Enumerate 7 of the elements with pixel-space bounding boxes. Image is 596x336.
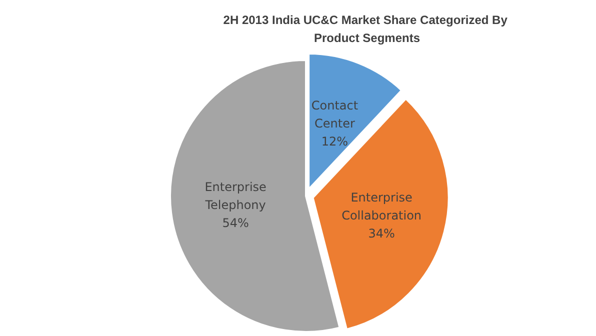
slice-label: Enterprise Telephony [204, 180, 266, 212]
data-label: 12% [321, 134, 348, 148]
data-label: 34% [368, 226, 395, 240]
chart-title: 2H 2013 India UC&C Market Share Categorized By Product Segments [223, 13, 511, 45]
data-label: 54% [222, 216, 249, 230]
slice-label: Contact Center [311, 98, 358, 130]
slice-label: Enterprise Collaboration [342, 190, 422, 222]
